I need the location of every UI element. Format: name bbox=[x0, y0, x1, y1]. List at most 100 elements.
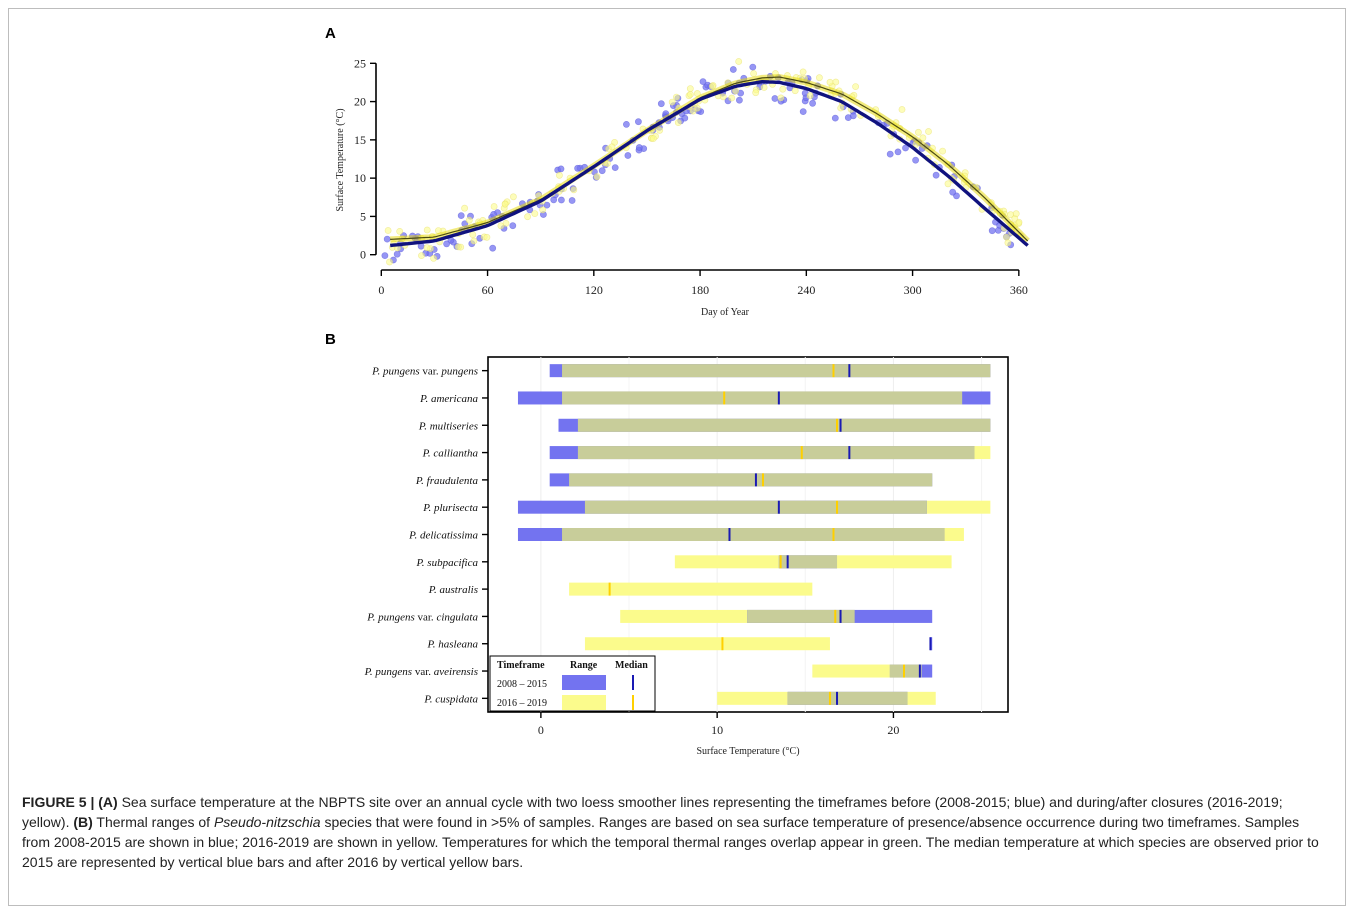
panel-a-point-blue bbox=[894, 148, 902, 156]
median-blue bbox=[754, 473, 757, 487]
species-label-11: P. pungens var. aveirensis bbox=[364, 666, 478, 678]
panel-a-point-blue bbox=[383, 235, 391, 243]
panel-a-yellow-loess-band bbox=[390, 74, 1030, 244]
panel-a-point-blue bbox=[749, 63, 757, 71]
panel-a-point-blue bbox=[771, 95, 779, 102]
median-yellow bbox=[761, 473, 764, 487]
caption-part-1: Sea surface temperature at the NBPTS sit… bbox=[22, 794, 1283, 830]
panel-a-point-yellow bbox=[461, 204, 468, 212]
median-blue bbox=[848, 446, 851, 460]
panel-a-point-yellow bbox=[384, 227, 392, 234]
legend-yellow-median-swatch bbox=[632, 695, 634, 710]
panel-a-point-blue bbox=[509, 222, 517, 230]
panel-b-bars bbox=[517, 364, 991, 705]
panel-a-point-yellow bbox=[593, 173, 601, 181]
median-blue bbox=[777, 391, 780, 405]
range-bar-overlap bbox=[584, 500, 927, 514]
species-label-9: P. pungens var. cingulata bbox=[366, 611, 478, 623]
range-bar-overlap bbox=[778, 555, 838, 569]
species-label-7: P. subpacifica bbox=[415, 557, 478, 569]
panel-a-point-yellow bbox=[760, 84, 768, 91]
median-yellow bbox=[836, 500, 839, 514]
panel-a-point-blue bbox=[558, 196, 565, 204]
panel-a-point-yellow bbox=[396, 227, 404, 235]
panel-a-point-blue bbox=[623, 121, 630, 128]
panel-a-ytick-label-3: 15 bbox=[354, 133, 366, 147]
panel-a-point-yellow bbox=[826, 78, 834, 86]
species-label-4-part-0: P. fraudulenta bbox=[415, 475, 479, 487]
panel-a-point-yellow bbox=[791, 87, 799, 95]
species-label-11-part-1: var. bbox=[412, 666, 434, 678]
panel-a-point-blue bbox=[443, 240, 450, 248]
panel-a-xtick-label-2: 120 bbox=[585, 283, 603, 297]
panel-a-point-yellow bbox=[686, 85, 694, 92]
median-yellow bbox=[832, 364, 835, 378]
panel-a-ytick-label-2: 10 bbox=[354, 171, 366, 185]
species-label-7-part-0: P. subpacifica bbox=[415, 557, 478, 569]
legend-yellow-range-swatch bbox=[562, 695, 606, 710]
panel-b-letter: B bbox=[325, 331, 336, 348]
panel-a-point-yellow bbox=[944, 180, 952, 188]
panel-a-point-yellow bbox=[423, 226, 431, 234]
panel-a-xtick-label-5: 300 bbox=[904, 283, 922, 297]
median-blue bbox=[929, 637, 932, 651]
panel-a-point-yellow bbox=[423, 244, 431, 252]
species-label-1-part-0: P. americana bbox=[419, 393, 478, 405]
panel-b-axes: 0 10 20 bbox=[482, 369, 899, 737]
panel-a-point-yellow bbox=[735, 58, 743, 65]
panel-a-xtick-label-0: 0 bbox=[378, 283, 384, 297]
panel-a-point-blue bbox=[598, 167, 606, 175]
species-label-0-part-1: var. bbox=[420, 366, 442, 378]
panel-a-point-yellow bbox=[750, 70, 757, 77]
panel-a-point-blue bbox=[489, 244, 497, 252]
species-label-2-part-0: P. multiseries bbox=[418, 420, 478, 432]
panel-a-point-yellow bbox=[430, 254, 437, 262]
panel-a-point-yellow bbox=[608, 143, 616, 151]
panel-a-point-yellow bbox=[806, 92, 814, 99]
species-label-9-part-0: P. pungens bbox=[366, 611, 414, 623]
panel-a-ytick-label-1: 5 bbox=[360, 209, 366, 223]
panel-a-point-yellow bbox=[531, 210, 539, 217]
median-blue bbox=[836, 691, 839, 705]
legend-header-median: Median bbox=[615, 660, 648, 671]
legend-blue-range-swatch bbox=[562, 675, 606, 690]
median-yellow bbox=[832, 528, 835, 541]
panel-a-point-yellow bbox=[779, 85, 787, 93]
panel-a-point-blue bbox=[699, 78, 707, 85]
range-bar-overlap bbox=[562, 528, 945, 541]
panel-a-point-yellow bbox=[799, 68, 807, 76]
figure-caption: FIGURE 5 | (A) Sea surface temperature a… bbox=[22, 792, 1322, 872]
panel-a-point-blue bbox=[809, 99, 816, 107]
median-blue bbox=[786, 555, 789, 569]
panel-a-point-blue bbox=[681, 114, 689, 122]
panel-a-point-yellow bbox=[556, 171, 563, 179]
panel-a-point-yellow bbox=[418, 252, 425, 259]
panel-a-point-blue bbox=[657, 100, 665, 108]
median-yellow bbox=[828, 691, 831, 705]
panel-a-point-blue bbox=[949, 188, 957, 196]
species-label-12-part-0: P. cuspidata bbox=[423, 693, 478, 705]
median-yellow bbox=[836, 418, 839, 432]
panel-a-point-blue bbox=[849, 112, 857, 120]
panel-a-xtick-label-1: 60 bbox=[482, 283, 494, 297]
panel-a-point-yellow bbox=[919, 134, 927, 142]
range-bar-yellow bbox=[569, 582, 813, 596]
panel-a-point-blue bbox=[736, 96, 743, 104]
median-blue bbox=[848, 364, 851, 378]
panel-a-ytick-label-4: 20 bbox=[354, 95, 366, 109]
panel-a-point-yellow bbox=[539, 206, 547, 214]
panel-a-point-yellow bbox=[816, 74, 823, 82]
species-label-10: P. hasleana bbox=[426, 639, 478, 651]
panel-a-yellow-loess-line bbox=[390, 76, 1029, 242]
panel-a-point-yellow bbox=[674, 119, 682, 126]
median-yellow bbox=[721, 637, 724, 651]
panel-a-point-yellow bbox=[501, 200, 509, 208]
panel-a-point-yellow bbox=[510, 193, 517, 201]
panel-a-point-yellow bbox=[915, 128, 922, 136]
panel-a-point-yellow bbox=[465, 216, 473, 224]
panel-a-point-yellow bbox=[470, 237, 478, 245]
panel-a-point-blue bbox=[624, 152, 632, 159]
panel-b-xtick-label-2: 20 bbox=[887, 723, 899, 737]
panel-a-point-yellow bbox=[524, 213, 531, 221]
range-bar-overlap bbox=[577, 446, 975, 460]
